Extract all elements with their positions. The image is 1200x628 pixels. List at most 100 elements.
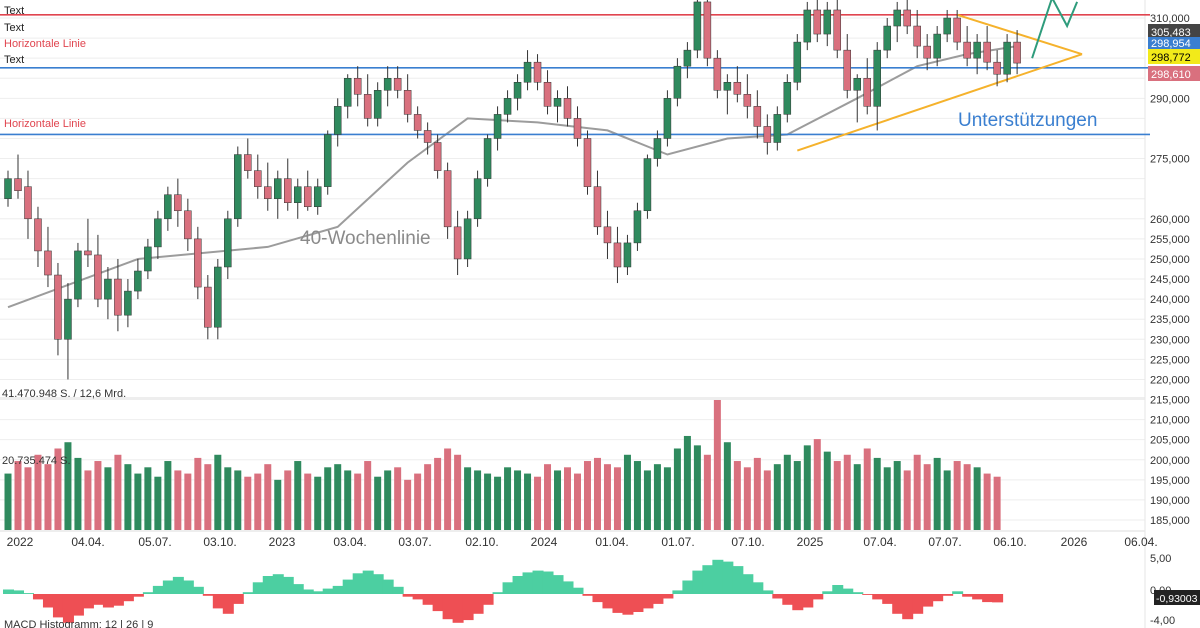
legend-label-1: Text xyxy=(4,5,24,17)
macd-bar xyxy=(852,592,864,594)
legend-label-4: Text xyxy=(4,54,24,66)
candle xyxy=(813,0,822,43)
candle-body xyxy=(633,210,642,244)
candle xyxy=(493,106,502,151)
candle-body xyxy=(473,178,482,220)
volume-bar xyxy=(424,464,432,530)
candle xyxy=(353,66,362,107)
candle-body xyxy=(563,98,572,119)
macd-bar xyxy=(602,594,614,609)
candle-body xyxy=(254,170,262,187)
volume-bar xyxy=(384,470,392,530)
volume-bar xyxy=(873,457,881,530)
volume-bar xyxy=(534,476,542,530)
macd-bar xyxy=(182,580,194,594)
macd-bar xyxy=(252,582,264,594)
candle xyxy=(1003,34,1011,83)
volume-bar xyxy=(613,467,621,530)
volume-bar xyxy=(973,467,981,530)
price-tick-label: 235,000 xyxy=(1150,314,1190,326)
candle xyxy=(343,74,352,119)
volume-bar xyxy=(554,470,562,530)
price-tick-label: 220,000 xyxy=(1150,374,1190,386)
candle-body xyxy=(603,226,612,244)
candle-body xyxy=(883,25,891,51)
legend-label-5: Horizontale Linie xyxy=(4,118,86,130)
macd-bar xyxy=(872,594,884,600)
candle-body xyxy=(463,218,472,260)
volume-bar xyxy=(304,473,312,530)
candle-body xyxy=(543,82,552,107)
candle xyxy=(543,70,552,115)
candle-body xyxy=(653,138,662,159)
macd-bar xyxy=(112,594,124,606)
price-gridlines xyxy=(0,0,1146,628)
volume-bar xyxy=(833,461,841,530)
macd-bar xyxy=(482,594,494,605)
candle-body xyxy=(433,142,442,171)
volume-bar xyxy=(34,454,42,530)
candle-body xyxy=(84,250,92,256)
macd-bar xyxy=(582,594,594,596)
candle xyxy=(973,34,981,75)
macd-bar xyxy=(772,594,784,599)
volume-bar xyxy=(414,473,422,530)
candle xyxy=(124,279,132,328)
candle xyxy=(54,262,62,356)
candle-body xyxy=(403,90,412,115)
volume-bar xyxy=(803,445,811,530)
price-badge-blue: 298,954 xyxy=(1148,37,1200,50)
macd-bar xyxy=(302,589,314,594)
candle xyxy=(333,98,342,147)
macd-bar xyxy=(452,594,464,623)
volume-bar xyxy=(573,473,581,530)
volume-bar xyxy=(214,454,222,530)
volume-bar xyxy=(474,470,482,530)
volume-bar xyxy=(673,448,681,530)
candle-body xyxy=(343,77,352,107)
volume-bar xyxy=(623,454,631,530)
volume-bar xyxy=(913,454,921,530)
candle-body xyxy=(44,250,52,276)
volume-bar xyxy=(653,464,661,530)
volume-bar xyxy=(104,467,112,530)
candle-body xyxy=(643,158,652,212)
candle xyxy=(204,275,212,340)
candle-body xyxy=(453,226,462,260)
candle xyxy=(24,170,32,239)
candle xyxy=(44,226,52,288)
candle-body xyxy=(1013,41,1021,64)
candle-body xyxy=(224,218,232,268)
candle xyxy=(663,90,672,147)
price-badge-3-text: 298,772 xyxy=(1151,52,1191,64)
candle xyxy=(234,146,242,227)
volume-bar xyxy=(763,470,771,530)
volume-bar xyxy=(963,464,971,530)
volume-bar xyxy=(314,476,322,530)
candle xyxy=(284,158,292,211)
macd-bar xyxy=(532,570,544,594)
macd-bar xyxy=(132,594,144,597)
volume-bar xyxy=(94,461,102,530)
candle-body xyxy=(863,77,871,107)
x-axis-label: 06.04. xyxy=(1124,535,1157,549)
candle-body xyxy=(74,250,82,300)
candle xyxy=(433,134,442,179)
macd-bar xyxy=(82,594,94,609)
candle xyxy=(194,226,202,300)
candle-body xyxy=(913,25,921,47)
volume-bar xyxy=(4,473,12,530)
macd-bar xyxy=(512,576,524,594)
candle-body xyxy=(573,118,582,139)
macd-bar xyxy=(342,579,354,594)
candle-body xyxy=(174,194,182,212)
price-tick-label: 200,000 xyxy=(1150,455,1190,467)
volume-bar xyxy=(354,473,362,530)
volume-bar xyxy=(933,457,941,530)
macd-bar xyxy=(122,594,134,602)
volume-bar xyxy=(953,461,961,530)
price-tick-label: 260,000 xyxy=(1150,214,1190,226)
macd-bar xyxy=(822,591,834,594)
price-tick-label: 190,000 xyxy=(1150,495,1190,507)
candle xyxy=(463,210,472,267)
